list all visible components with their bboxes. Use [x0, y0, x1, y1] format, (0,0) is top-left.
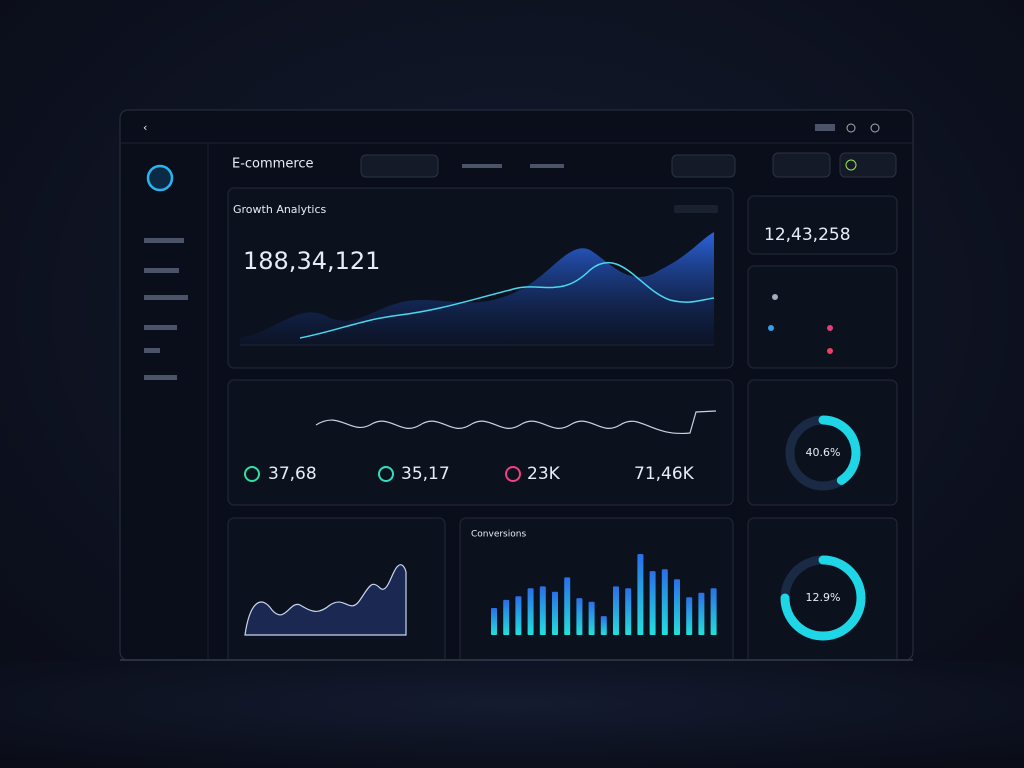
- toggle[interactable]: [674, 205, 718, 213]
- bar: [686, 597, 693, 635]
- tab[interactable]: [360, 154, 439, 178]
- stat-value: 23K: [527, 464, 561, 484]
- stat-value: 37,68: [268, 464, 317, 484]
- traffic-panel: [227, 379, 734, 506]
- menu-item[interactable]: [144, 348, 160, 353]
- icon: [768, 325, 774, 331]
- action-button[interactable]: [772, 152, 831, 178]
- stat-value: 71,46K: [634, 464, 695, 484]
- bar: [491, 608, 497, 635]
- icon[interactable]: [846, 123, 856, 133]
- icon: [827, 325, 833, 331]
- conversions-panel: [459, 517, 734, 669]
- summary-panel: [747, 195, 898, 255]
- bar: [674, 579, 680, 635]
- page-title: E-commerce: [232, 157, 314, 172]
- bar: [564, 577, 571, 635]
- bar: [503, 599, 510, 635]
- sources-panel: [747, 265, 898, 369]
- background-bottom: [0, 661, 1024, 768]
- orders-area: [244, 564, 407, 636]
- menu-item[interactable]: [144, 238, 184, 243]
- panel-title: Growth Analytics: [233, 203, 327, 216]
- bar: [625, 588, 632, 635]
- sidebar-menu: [144, 238, 188, 380]
- icon[interactable]: [870, 123, 880, 133]
- bar: [552, 591, 558, 635]
- donut-arc: [780, 555, 866, 641]
- orders-panel: [227, 517, 446, 669]
- kpi-value: 188,34,121: [243, 247, 380, 275]
- icon: [772, 294, 778, 300]
- donut-label: 40.6%: [806, 446, 841, 459]
- menu-item[interactable]: [144, 375, 177, 380]
- donut-arc: [818, 415, 861, 485]
- bar: [698, 592, 705, 635]
- menu-item[interactable]: [144, 268, 179, 273]
- stat-value: 35,17: [401, 464, 450, 484]
- stat-icon: [505, 466, 521, 482]
- bar: [600, 616, 607, 635]
- tab-label: [462, 164, 502, 168]
- bar: [527, 588, 534, 635]
- area-wave: [240, 232, 714, 345]
- topbar-item[interactable]: [815, 124, 835, 131]
- logo[interactable]: [146, 164, 174, 192]
- stat-icon: [244, 466, 260, 482]
- bar: [637, 554, 644, 635]
- donut-panel: [747, 379, 898, 506]
- status-icon: [845, 159, 857, 171]
- bar: [613, 586, 619, 635]
- bar: [515, 596, 522, 635]
- back-icon[interactable]: ‹: [143, 121, 147, 134]
- kpi-value: 12,43,258: [764, 225, 851, 245]
- menu-item[interactable]: [144, 325, 177, 330]
- stat-icon: [378, 466, 394, 482]
- search-button[interactable]: [671, 154, 736, 178]
- bar: [649, 571, 656, 635]
- bar: [576, 598, 583, 635]
- tab-label: [530, 164, 564, 168]
- traffic-line: [315, 410, 717, 434]
- icon: [827, 348, 833, 354]
- bar: [710, 588, 717, 635]
- bar: [539, 586, 546, 635]
- window-edge: [120, 659, 913, 661]
- bar: [588, 601, 595, 635]
- menu-item[interactable]: [144, 295, 188, 300]
- bar: [661, 569, 668, 635]
- panel-title: Conversions: [471, 530, 526, 540]
- action-button[interactable]: [839, 152, 897, 178]
- donut-label: 12.9%: [806, 591, 841, 604]
- line-wave: [299, 261, 715, 339]
